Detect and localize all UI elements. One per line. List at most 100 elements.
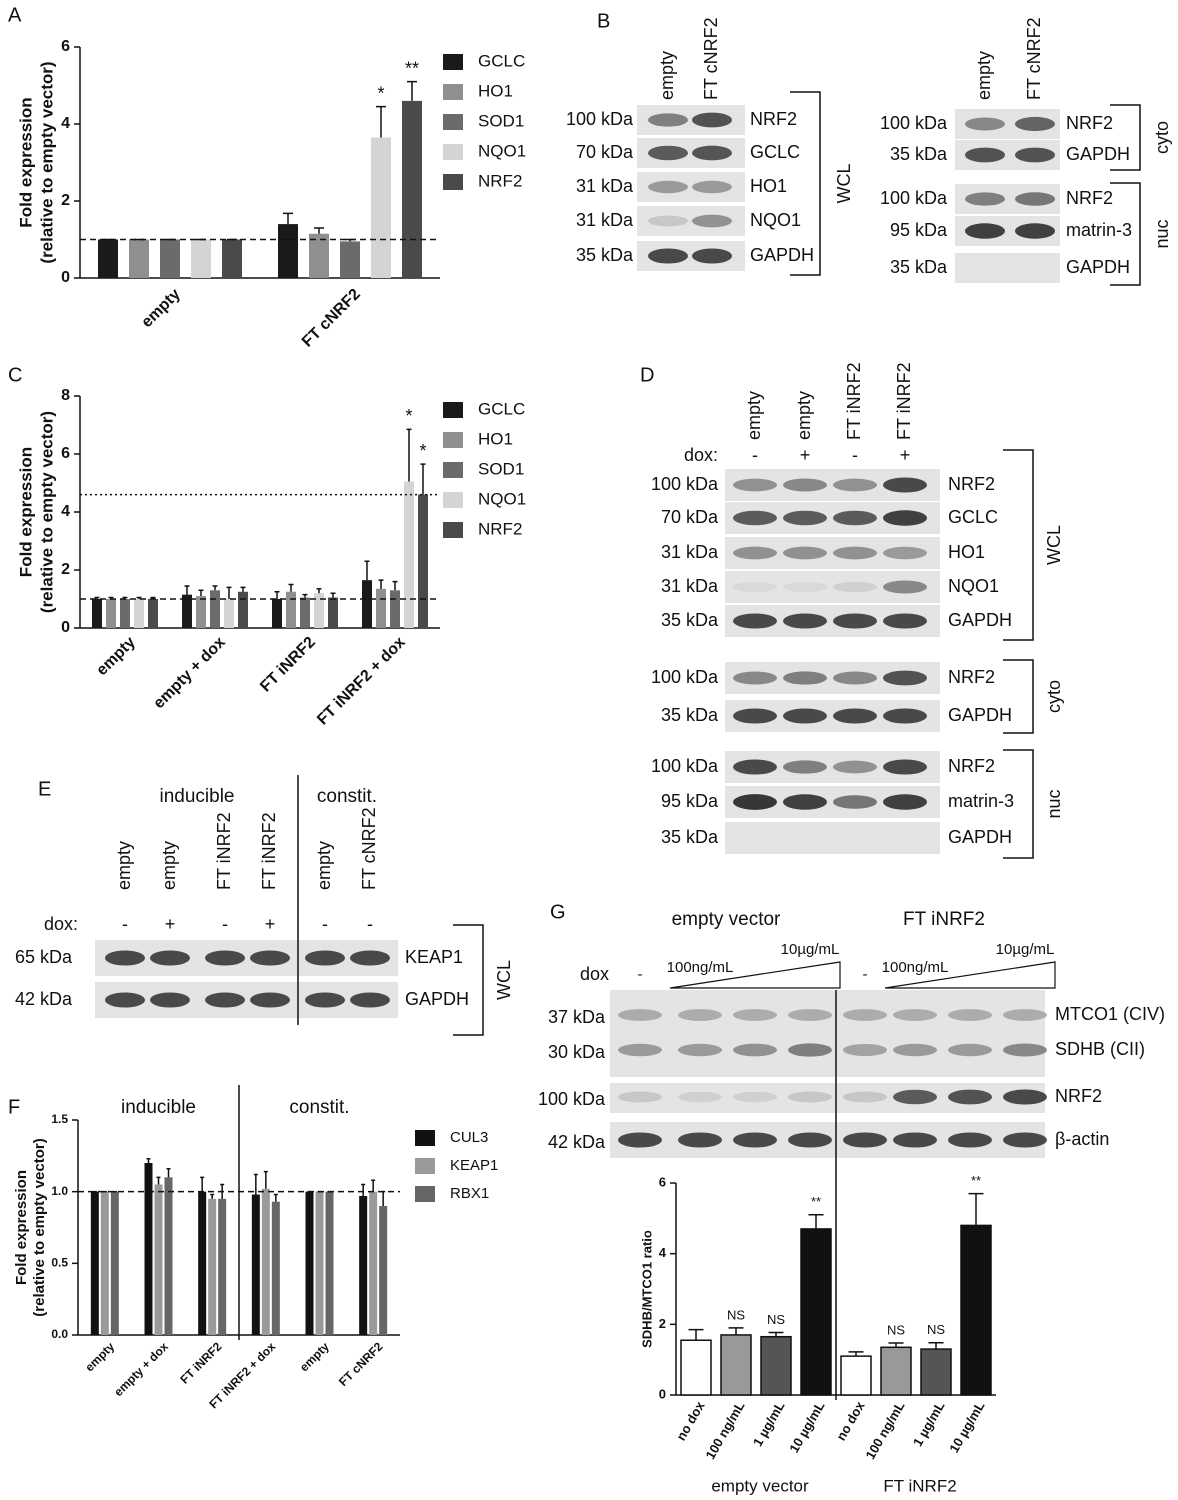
- size-label: 30 kDa: [548, 1042, 606, 1062]
- band: [833, 760, 877, 774]
- band: [678, 1009, 722, 1021]
- bracket: [1003, 659, 1034, 734]
- band: [783, 760, 827, 774]
- significance-label: NS: [767, 1312, 785, 1327]
- error-bar: [928, 1341, 944, 1350]
- protein-label: matrin-3: [1066, 220, 1132, 240]
- x-tick-label: 10 µg/mL: [946, 1399, 987, 1456]
- bar: [251, 1194, 260, 1335]
- error-bar: [768, 1331, 784, 1337]
- bracket: [1003, 449, 1034, 641]
- protein-label: KEAP1: [405, 947, 463, 967]
- bar: [359, 1195, 368, 1335]
- size-label: 100 kDa: [651, 667, 719, 687]
- error-bar: [263, 1170, 268, 1189]
- y-tick-label: 2: [61, 192, 70, 209]
- y-tick-label: 0.5: [51, 1256, 68, 1270]
- band: [692, 180, 732, 194]
- bar: [271, 1201, 280, 1335]
- band: [618, 1132, 662, 1148]
- y-axis-label: Fold expression: [16, 447, 35, 577]
- error-bar: [198, 589, 204, 597]
- x-tick-label: no dox: [673, 1398, 708, 1443]
- section-label: constit.: [317, 786, 377, 807]
- error-bar: [94, 596, 100, 599]
- bar: [300, 597, 310, 628]
- band: [843, 1091, 887, 1103]
- error-bar: [184, 585, 190, 595]
- bracket: [1003, 749, 1034, 859]
- band: [783, 478, 827, 492]
- treatment-sign: +: [800, 445, 811, 465]
- dose-label: -: [863, 966, 868, 983]
- treatment-sign: -: [752, 445, 758, 465]
- band: [893, 1089, 937, 1105]
- band: [692, 112, 732, 128]
- band: [948, 1043, 992, 1057]
- bar: [720, 1334, 752, 1396]
- treatment-label: dox: [580, 964, 609, 984]
- size-label: 100 kDa: [880, 113, 948, 133]
- protein-label: NRF2: [750, 109, 797, 129]
- bar: [134, 599, 144, 628]
- band: [788, 1043, 832, 1057]
- bar: [680, 1339, 712, 1396]
- band: [648, 113, 688, 127]
- error-bar: [378, 579, 384, 589]
- legend-label: KEAP1: [450, 1157, 498, 1174]
- error-bar: [210, 1193, 215, 1199]
- protein-label: SDHB (CII): [1055, 1039, 1145, 1059]
- size-label: 70 kDa: [576, 142, 634, 162]
- bar: [210, 590, 220, 628]
- band: [648, 215, 688, 227]
- band: [733, 1091, 777, 1103]
- band: [1015, 147, 1055, 163]
- bar: [314, 593, 324, 628]
- x-tick-label: FT cNRF2: [336, 1339, 386, 1389]
- protein-label: GAPDH: [948, 705, 1012, 725]
- size-label: 100 kDa: [651, 474, 719, 494]
- band: [883, 670, 927, 686]
- size-label: 100 kDa: [538, 1089, 606, 1109]
- legend-swatch: [415, 1186, 435, 1202]
- bar: [379, 1206, 388, 1335]
- band: [733, 581, 777, 593]
- band: [648, 180, 688, 194]
- bar: [390, 590, 400, 628]
- size-label: 100 kDa: [651, 756, 719, 776]
- section-label: FT iNRF2: [903, 909, 985, 930]
- x-tick-label: 1 µg/mL: [910, 1399, 948, 1449]
- x-tick-label: empty: [138, 286, 183, 331]
- band: [883, 708, 927, 724]
- dose-label: 10µg/mL: [781, 941, 840, 958]
- blot-strip: [610, 990, 1045, 1077]
- band: [833, 478, 877, 492]
- significance-label: *: [377, 83, 384, 103]
- band: [833, 795, 877, 809]
- band: [1015, 223, 1055, 239]
- bar: [198, 1191, 207, 1335]
- bar: [880, 1346, 912, 1396]
- band: [783, 671, 827, 685]
- band: [150, 992, 190, 1008]
- band: [965, 192, 1005, 206]
- size-label: 35 kDa: [661, 705, 719, 725]
- protein-label: NQO1: [750, 210, 801, 230]
- y-tick-label: 4: [61, 115, 70, 132]
- significance-label: NS: [727, 1307, 745, 1322]
- y-axis-label: Fold expression: [13, 1170, 30, 1285]
- protein-label: GAPDH: [948, 827, 1012, 847]
- x-tick-label: 10 µg/mL: [786, 1399, 827, 1456]
- group-label: nuc: [1152, 219, 1172, 248]
- error-bar: [728, 1327, 744, 1335]
- band: [733, 794, 777, 810]
- group-label: nuc: [1044, 789, 1064, 818]
- significance-label: **: [405, 58, 419, 78]
- size-label: 95 kDa: [890, 220, 948, 240]
- protein-label: MTCO1 (CIV): [1055, 1004, 1165, 1024]
- band: [833, 671, 877, 685]
- bar: [261, 1188, 270, 1335]
- band: [788, 1132, 832, 1148]
- size-label: 31 kDa: [661, 542, 719, 562]
